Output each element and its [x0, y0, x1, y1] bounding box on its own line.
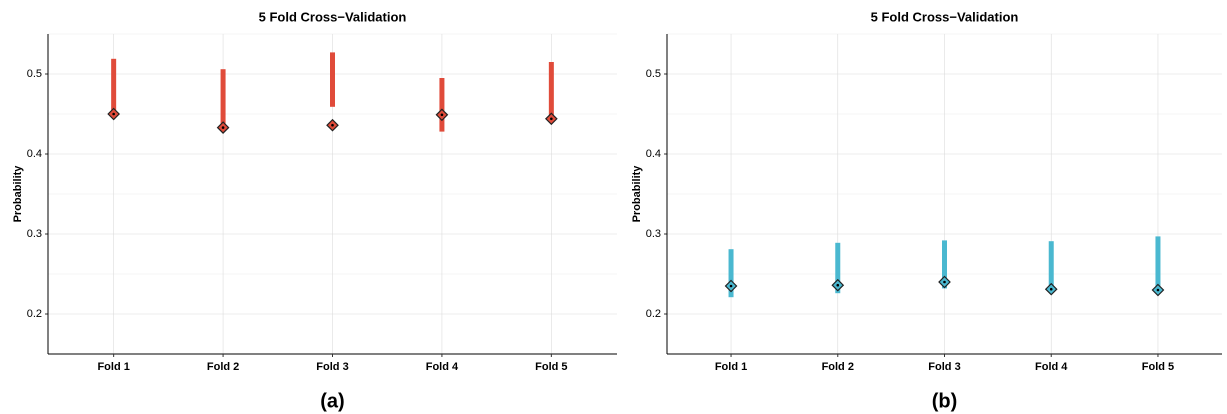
- chart-title: 5 Fold Cross−Validation: [871, 9, 1019, 24]
- interval-bar: [220, 69, 226, 127]
- y-axis-label: Probability: [631, 165, 643, 223]
- x-tick-label: Fold 4: [426, 361, 459, 373]
- x-tick-label: Fold 2: [822, 361, 854, 373]
- interval-bar: [439, 78, 445, 132]
- y-axis-label: Probability: [12, 165, 24, 223]
- interval-bar: [1155, 236, 1161, 290]
- point-center: [550, 117, 553, 121]
- point-center: [440, 113, 444, 117]
- y-tick-label: 0.4: [646, 148, 661, 160]
- panel-label: (a): [320, 390, 344, 412]
- point-center: [112, 112, 115, 116]
- x-tick-label: Fold 2: [207, 361, 239, 373]
- y-tick-label: 0.2: [27, 308, 42, 320]
- x-tick-label: Fold 5: [535, 361, 567, 373]
- point-center: [1049, 287, 1053, 291]
- interval-bar: [548, 62, 554, 119]
- x-tick-label: Fold 1: [97, 361, 129, 373]
- point-center: [1156, 288, 1160, 292]
- x-tick-label: Fold 3: [928, 361, 960, 373]
- point-center: [943, 280, 946, 284]
- x-tick-label: Fold 3: [316, 361, 348, 373]
- y-tick-label: 0.5: [646, 68, 661, 80]
- panel-label: (b): [932, 390, 958, 412]
- y-tick-label: 0.2: [646, 308, 661, 320]
- point-center: [221, 126, 225, 129]
- x-tick-label: Fold 5: [1142, 361, 1174, 373]
- interval-bar: [330, 52, 335, 107]
- interval-bar: [942, 240, 947, 289]
- interval-bar: [728, 249, 734, 298]
- point-center: [729, 284, 733, 288]
- interval-bar: [111, 58, 117, 114]
- y-tick-label: 0.4: [27, 148, 42, 160]
- interval-bar: [1048, 241, 1054, 290]
- point-center: [836, 283, 840, 287]
- y-tick-label: 0.3: [646, 228, 661, 240]
- x-tick-label: Fold 4: [1035, 361, 1068, 373]
- x-tick-label: Fold 1: [715, 361, 747, 373]
- point-center: [331, 123, 334, 127]
- y-tick-label: 0.5: [27, 68, 42, 80]
- chart-title: 5 Fold Cross−Validation: [259, 9, 407, 24]
- y-tick-label: 0.3: [27, 228, 42, 240]
- interval-bar: [835, 242, 841, 294]
